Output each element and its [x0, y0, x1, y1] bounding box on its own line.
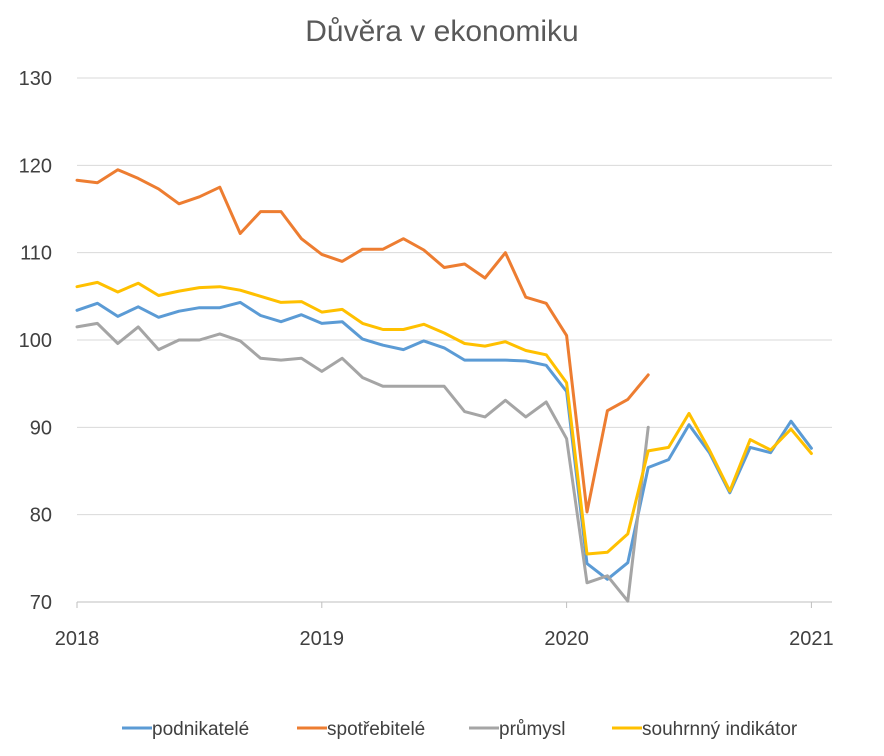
series-line-spotrebitele	[75, 168, 650, 514]
legend-label: průmysl	[499, 719, 566, 740]
series-line-podnikatele	[75, 300, 813, 581]
y-tick-label: 80	[30, 505, 52, 527]
legend-label: podnikatelé	[152, 719, 249, 740]
series-line-souhrnny-indikator	[75, 280, 813, 556]
legend-label: souhrnný indikátor	[642, 719, 798, 740]
y-tick-label: 100	[19, 330, 52, 352]
y-tick-label: 120	[19, 155, 52, 177]
x-tick-label: 2020	[544, 628, 589, 650]
y-tick-label: 130	[19, 68, 52, 90]
legend-label: spotřebitelé	[327, 719, 425, 740]
series-line-prumysl	[75, 321, 650, 603]
chart-title: Důvěra v ekonomiku	[305, 15, 578, 48]
x-tick-label: 2019	[300, 628, 345, 650]
y-axis-tick-labels: 70 80 90 100 110 120 130	[19, 68, 52, 614]
x-tick-label: 2021	[789, 628, 834, 650]
gridlines	[77, 77, 832, 516]
y-tick-label: 90	[30, 417, 52, 439]
x-axis-tick-labels: 2018 2019 2020 2021	[55, 628, 834, 650]
x-axis	[76, 601, 832, 608]
legend: podnikatelé spotřebitelé průmysl souhrnný i…	[122, 719, 798, 740]
series-lines	[75, 168, 813, 603]
x-tick-label: 2018	[55, 628, 100, 650]
y-tick-label: 70	[30, 592, 52, 614]
y-tick-label: 110	[20, 243, 52, 265]
